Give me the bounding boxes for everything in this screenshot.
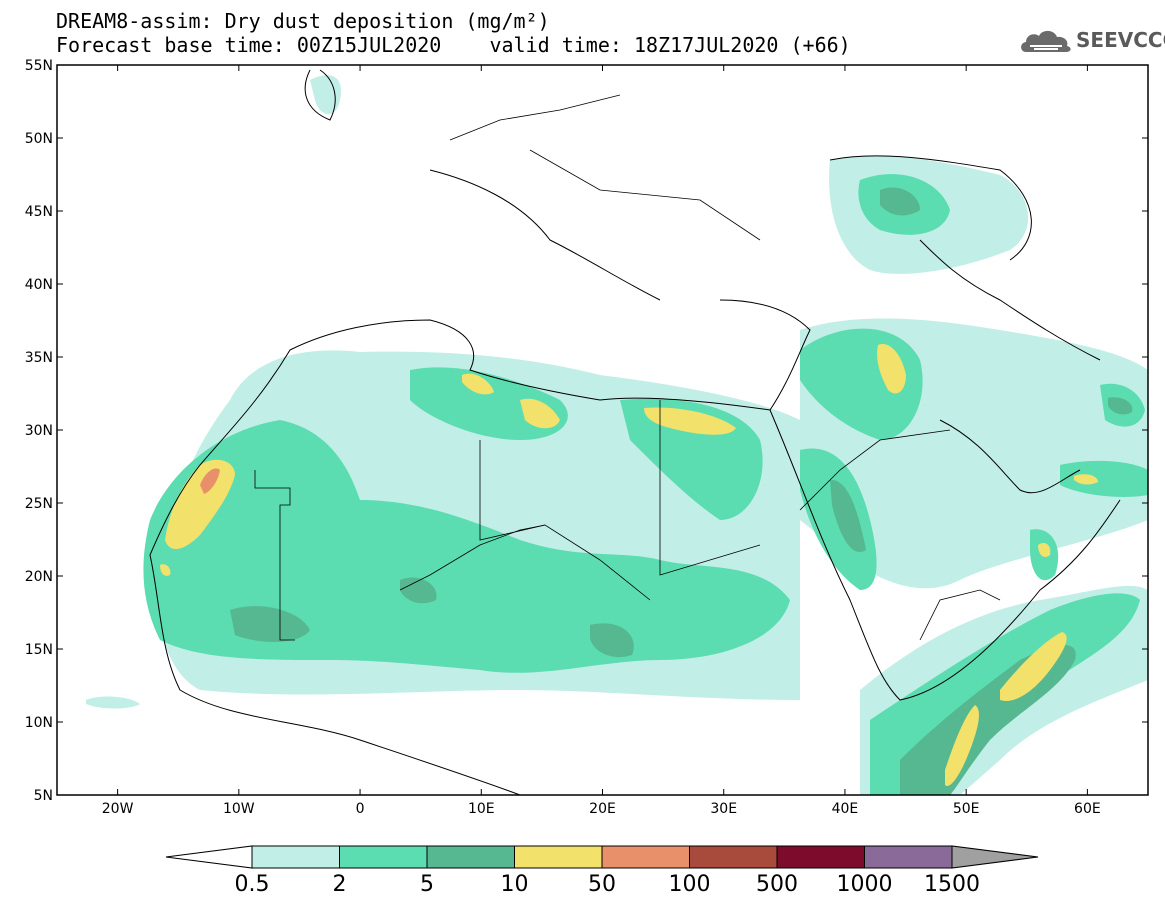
dust-level-50 <box>200 468 220 494</box>
lon-tick-label: 0 <box>356 801 365 817</box>
lon-tick-label: 10W <box>223 801 255 817</box>
colorbar-label: 5 <box>420 872 434 897</box>
lon-tick-label: 40E <box>832 801 859 817</box>
colorbar: 0.5 2 5 10 50 100 500 1000 1500 <box>165 845 1039 897</box>
lon-tick-label: 20W <box>102 801 134 817</box>
country-borders <box>254 94 1001 641</box>
colorbar-swatch <box>601 845 690 869</box>
lat-tick-label: 25N <box>25 496 53 512</box>
colorbar-left-arrow <box>165 845 253 869</box>
colorbar-label: 1500 <box>924 872 980 897</box>
lat-tick-label: 55N <box>25 58 53 74</box>
lon-tick-label: 20E <box>589 801 616 817</box>
colorbar-label: 0.5 <box>235 872 270 897</box>
colorbar-right-arrow <box>951 845 1039 869</box>
colorbar-swatch <box>689 845 778 869</box>
lon-tick-label: 30E <box>710 801 737 817</box>
colorbar-label: 1000 <box>837 872 893 897</box>
colorbar-swatch <box>426 845 515 869</box>
colorbar-label: 10 <box>501 872 529 897</box>
lon-tick-label: 50E <box>953 801 980 817</box>
latitude-ticks: 55N 50N 45N 40N 35N 30N 25N 20N 15N 10N 5N <box>25 58 1148 804</box>
lat-tick-label: 5N <box>34 788 53 804</box>
dust-level-10 <box>160 344 1098 786</box>
colorbar-swatch <box>514 845 603 869</box>
lat-tick-label: 15N <box>25 642 53 658</box>
colorbar-swatch <box>776 845 865 869</box>
seevccc-logo: SEEVCCC <box>1018 26 1165 56</box>
logo-text: SEEVCCC <box>1076 28 1165 52</box>
colorbar-label: 100 <box>669 872 711 897</box>
forecast-time-line: Forecast base time: 00Z15JUL2020 valid t… <box>56 33 851 57</box>
lat-tick-label: 40N <box>25 277 53 293</box>
colorbar-label: 50 <box>588 872 616 897</box>
lat-tick-label: 50N <box>25 131 53 147</box>
colorbar-swatch <box>251 845 340 869</box>
lon-tick-label: 60E <box>1074 801 1101 817</box>
longitude-ticks: 20W 10W 0 10E 20E 30E 40E 50E 60E <box>102 65 1101 817</box>
colorbar-label: 500 <box>756 872 798 897</box>
lat-tick-label: 35N <box>25 350 53 366</box>
map-title: DREAM8-assim: Dry dust deposition (mg/m²… <box>56 9 550 33</box>
lat-tick-label: 10N <box>25 715 53 731</box>
coastlines <box>149 69 1121 795</box>
lat-tick-label: 45N <box>25 204 53 220</box>
lon-tick-label: 10E <box>468 801 495 817</box>
colorbar-swatch <box>339 845 428 869</box>
dust-field <box>57 65 1148 795</box>
cloud-icon <box>1021 30 1071 52</box>
colorbar-swatch <box>864 845 953 869</box>
colorbar-label: 2 <box>333 872 347 897</box>
lat-tick-label: 30N <box>25 423 53 439</box>
lat-tick-label: 20N <box>25 569 53 585</box>
